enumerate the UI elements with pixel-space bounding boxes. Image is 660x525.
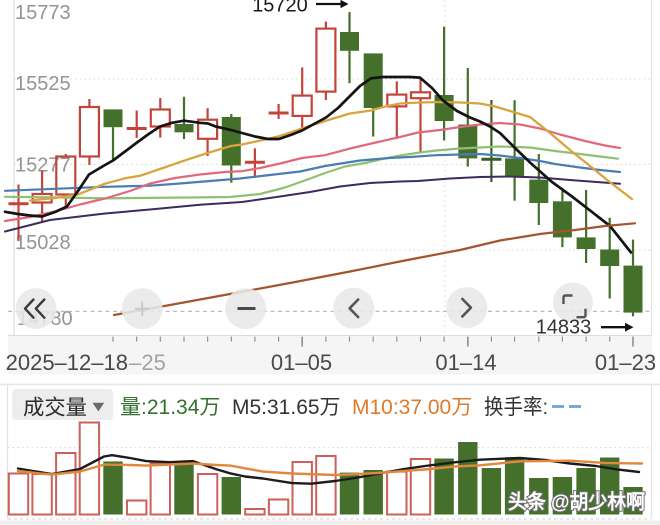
svg-text:成交量: 成交量 [23,397,87,420]
svg-text:头条 @胡少林啊: 头条 @胡少林啊 [508,490,645,514]
svg-text:–25: –25 [129,350,166,375]
svg-text:量:21.34万: 量:21.34万 [120,396,220,419]
svg-text:15028: 15028 [15,232,71,254]
svg-text:M10:37.00万: M10:37.00万 [352,396,472,419]
svg-text:01–14: 01–14 [435,350,496,375]
svg-text:15720: 15720 [252,0,308,17]
svg-text:换手率:: 换手率: [484,396,548,419]
svg-text:01–23: 01–23 [595,350,656,375]
svg-text:14833: 14833 [536,317,592,339]
svg-text:M5:31.65万: M5:31.65万 [232,396,341,419]
svg-text:15773: 15773 [15,2,71,24]
svg-text:15525: 15525 [15,73,71,95]
svg-text:2025–12–18: 2025–12–18 [6,350,128,375]
svg-text:01–05: 01–05 [271,350,332,375]
